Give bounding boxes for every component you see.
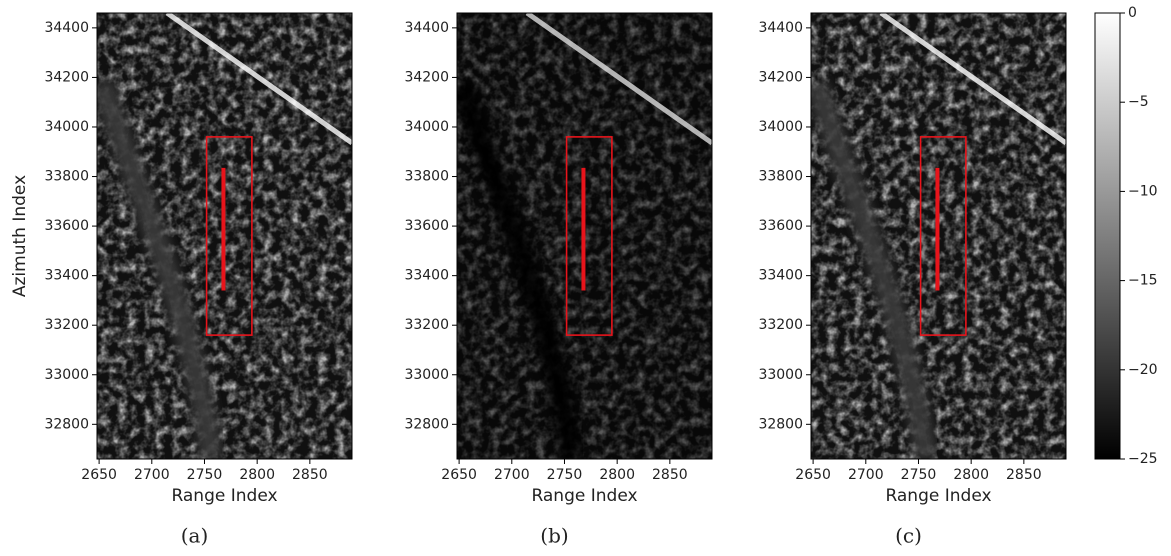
x-tick-label: 2800 [239,467,275,483]
y-tick-label: 33200 [758,317,803,333]
colorbar-tick-label: −20 [1128,362,1158,378]
colorbar-tick-label: −10 [1128,183,1158,199]
y-tick-label: 34400 [404,20,449,36]
y-tick-label: 33600 [44,218,89,234]
y-tick-label: 33600 [404,218,449,234]
y-tick-label: 34200 [44,69,89,85]
x-tick-label: 2650 [441,467,477,483]
x-tick-label: 2700 [848,467,884,483]
colorbar-tick-label: −5 [1128,94,1149,110]
y-tick-label: 34000 [404,119,449,135]
x-tick-label: 2750 [901,467,937,483]
y-tick-label: 33800 [44,169,89,185]
x-axis-label: Range Index [885,486,991,506]
roi-box [205,136,253,336]
x-tick-label: 2750 [187,467,223,483]
x-axis-label: Range Index [171,486,277,506]
river [811,79,938,459]
caption: (a) [181,524,209,548]
y-tick-label: 34000 [44,119,89,135]
x-tick-label: 2800 [953,467,989,483]
y-tick-label: 33400 [404,268,449,284]
caption: (b) [540,524,568,548]
y-tick-label: 33800 [404,169,449,185]
y-tick-label: 32800 [404,416,449,432]
x-tick-label: 2800 [599,467,635,483]
x-tick-label: 2650 [81,467,117,483]
roi-box [565,136,613,336]
y-tick-label: 33000 [404,367,449,383]
y-tick-label: 33400 [758,268,803,284]
y-tick-label: 34400 [758,20,803,36]
y-tick-label: 33000 [758,367,803,383]
frame [810,12,1067,460]
colorbar-tick-label: 0 [1128,5,1137,21]
x-axis-label: Range Index [531,486,637,506]
x-tick-label: 2850 [1006,467,1042,483]
y-tick-label: 33800 [758,169,803,185]
colorbar [1094,12,1121,460]
x-tick-label: 2650 [795,467,831,483]
x-tick-label: 2700 [494,467,530,483]
y-tick-label: 33200 [44,317,89,333]
river [457,79,584,459]
road [165,13,352,146]
colorbar-tick-label: −15 [1128,273,1158,289]
roi-box [919,136,967,336]
road [525,13,712,146]
road [879,13,1066,146]
y-tick-label: 34000 [758,119,803,135]
frame [96,12,353,460]
y-axis-label: Azimuth Index [10,175,30,297]
caption: (c) [895,524,922,548]
y-tick-label: 34200 [758,69,803,85]
x-tick-label: 2700 [134,467,170,483]
y-tick-label: 34400 [44,20,89,36]
x-tick-label: 2750 [547,467,583,483]
x-tick-label: 2850 [652,467,688,483]
x-tick-label: 2850 [292,467,328,483]
y-tick-label: 33200 [404,317,449,333]
y-tick-label: 33400 [44,268,89,284]
river [97,79,224,459]
y-tick-label: 32800 [758,416,803,432]
colorbar-tick-label: −25 [1128,451,1158,467]
y-tick-label: 32800 [44,416,89,432]
y-tick-label: 34200 [404,69,449,85]
y-tick-label: 33600 [758,218,803,234]
frame [456,12,713,460]
y-tick-label: 33000 [44,367,89,383]
